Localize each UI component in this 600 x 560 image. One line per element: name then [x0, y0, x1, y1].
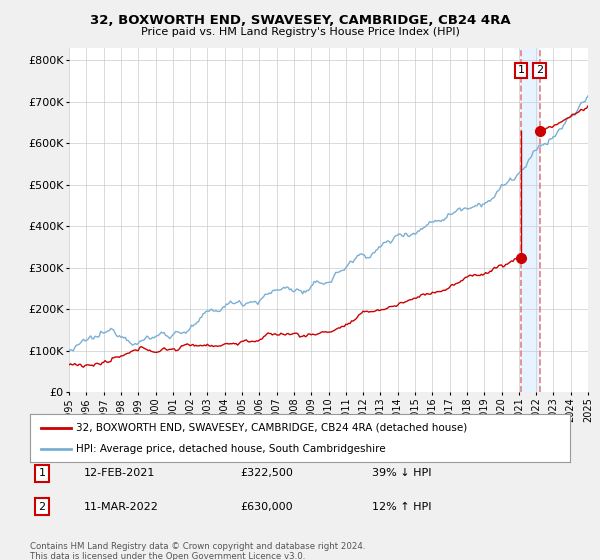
Text: 12-FEB-2021: 12-FEB-2021 — [84, 468, 155, 478]
Text: 11-MAR-2022: 11-MAR-2022 — [84, 502, 159, 512]
Text: 1: 1 — [517, 66, 524, 76]
Text: 32, BOXWORTH END, SWAVESEY, CAMBRIDGE, CB24 4RA (detached house): 32, BOXWORTH END, SWAVESEY, CAMBRIDGE, C… — [76, 423, 467, 433]
Text: 2: 2 — [536, 66, 543, 76]
Text: HPI: Average price, detached house, South Cambridgeshire: HPI: Average price, detached house, Sout… — [76, 444, 386, 454]
Text: Price paid vs. HM Land Registry's House Price Index (HPI): Price paid vs. HM Land Registry's House … — [140, 27, 460, 37]
Text: £630,000: £630,000 — [240, 502, 293, 512]
Text: 39% ↓ HPI: 39% ↓ HPI — [372, 468, 431, 478]
Text: 1: 1 — [38, 468, 46, 478]
Text: £322,500: £322,500 — [240, 468, 293, 478]
Text: 12% ↑ HPI: 12% ↑ HPI — [372, 502, 431, 512]
Text: 32, BOXWORTH END, SWAVESEY, CAMBRIDGE, CB24 4RA: 32, BOXWORTH END, SWAVESEY, CAMBRIDGE, C… — [89, 14, 511, 27]
Text: Contains HM Land Registry data © Crown copyright and database right 2024.
This d: Contains HM Land Registry data © Crown c… — [30, 542, 365, 560]
Text: 2: 2 — [38, 502, 46, 512]
Bar — [521, 48, 540, 392]
